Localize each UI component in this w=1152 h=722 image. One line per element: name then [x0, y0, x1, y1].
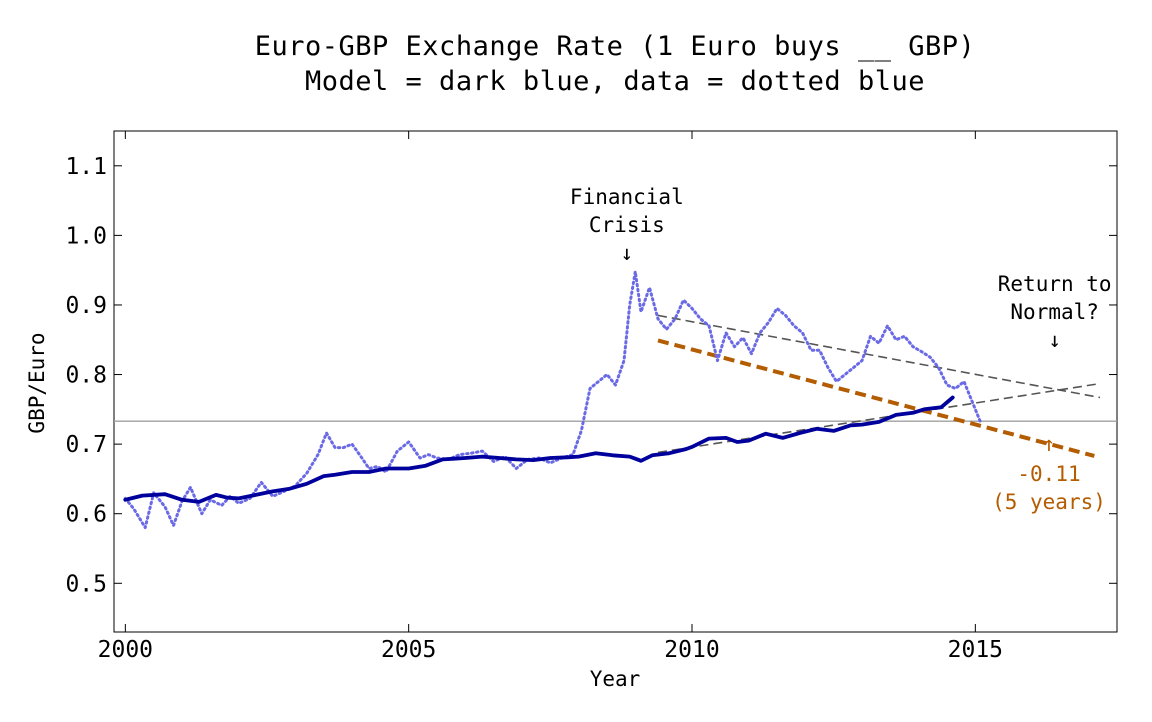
annotation-text: Crisis — [589, 213, 665, 237]
x-axis-label: Year — [590, 667, 641, 691]
y-tick-label: 1.1 — [65, 154, 107, 180]
y-tick-label: 1.0 — [65, 223, 107, 249]
chart-title: Euro-GBP Exchange Rate (1 Euro buys __ G… — [255, 31, 975, 62]
trend-line-1 — [657, 314, 1101, 399]
annotation-arrow: ↓ — [1048, 328, 1061, 352]
x-axis-ticks: 2000 2005 2010 2015 — [98, 131, 1003, 663]
chart-subtitle: Model = dark blue, data = dotted blue — [305, 66, 925, 97]
annotations-layer: Financial Crisis ↓ Return to Normal? ↓ ↑ -0.11 (… — [570, 185, 1112, 514]
x-tick-label: 2015 — [948, 637, 1003, 663]
series-line-data — [123, 270, 983, 530]
annotation-text: (5 years) — [992, 490, 1106, 514]
y-tick-label: 0.7 — [65, 432, 107, 458]
annotation-text: Normal? — [1010, 300, 1099, 324]
annotation-text: Return to — [998, 272, 1112, 296]
y-axis-ticks: 0.5 0.6 0.7 0.8 0.9 1.0 1.1 — [65, 154, 1117, 597]
x-tick-label: 2010 — [664, 637, 719, 663]
trend-line-3 — [657, 338, 1095, 458]
y-tick-label: 0.5 — [65, 571, 107, 597]
series-layer — [123, 270, 983, 530]
y-tick-label: 0.9 — [65, 293, 107, 319]
y-axis-label: GBP/Euro — [25, 332, 49, 433]
x-tick-label: 2000 — [98, 637, 153, 663]
plot-frame — [113, 130, 1118, 633]
trend-line-2 — [657, 382, 1101, 454]
annotation-text: -0.11 — [1017, 462, 1080, 486]
y-tick-label: 0.6 — [65, 502, 107, 528]
y-tick-label: 0.8 — [65, 363, 107, 389]
annotation-text: Financial — [570, 185, 684, 209]
annotation-arrow: ↓ — [621, 241, 634, 265]
series-line-model — [123, 395, 955, 504]
annotation-arrow: ↑ — [1043, 432, 1056, 456]
x-tick-label: 2005 — [381, 637, 436, 663]
